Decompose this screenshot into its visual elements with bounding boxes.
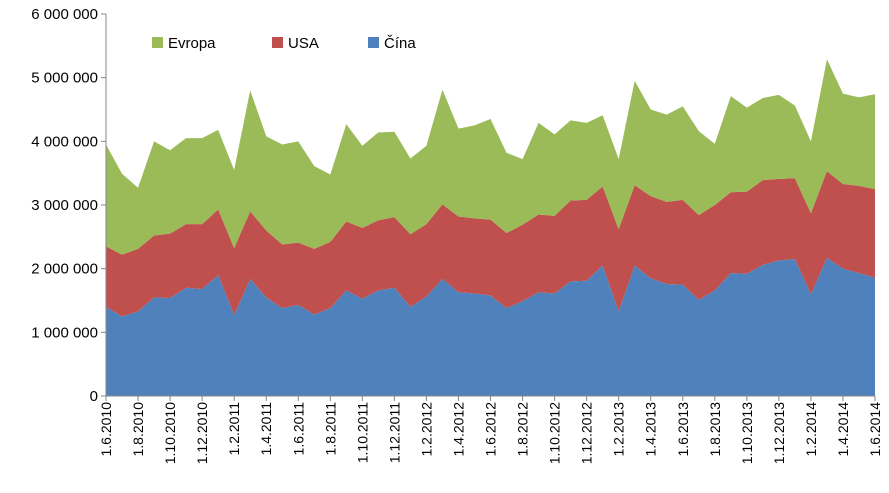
legend-swatch-cina (368, 37, 379, 48)
x-tick-label: 1.10.2013 (739, 402, 755, 464)
x-tick-label: 1.4.2013 (643, 402, 659, 457)
y-tick-label: 1 000 000 (31, 324, 98, 341)
x-tick-label: 1.2.2011 (226, 402, 242, 456)
areas-layer (106, 59, 875, 396)
y-axis-ticks: 0 1 000 000 2 000 000 3 000 000 4 000 000 5 0… (31, 6, 106, 405)
x-tick-label: 1.10.2010 (162, 402, 178, 464)
area-series-usa (106, 171, 875, 317)
x-tick-label: 1.8.2013 (707, 402, 723, 457)
y-tick-label: 4 000 000 (31, 133, 98, 150)
x-tick-label: 1.12.2012 (579, 402, 595, 464)
legend-label-cina: Čína (384, 35, 416, 52)
x-tick-label: 1.6.2011 (290, 402, 306, 456)
x-tick-label: 1.2.2013 (611, 402, 627, 457)
area-series-evropa (106, 59, 875, 255)
x-tick-label: 1.4.2012 (450, 402, 466, 457)
area-series-cina (106, 257, 875, 396)
x-tick-label: 1.12.2010 (194, 402, 210, 464)
x-tick-label: 1.8.2010 (130, 402, 146, 457)
y-tick-label: 0 (90, 388, 98, 405)
legend-label-usa: USA (288, 35, 319, 52)
x-tick-label: 1.4.2011 (258, 402, 274, 456)
x-tick-label: 1.6.2010 (98, 402, 114, 457)
x-tick-label: 1.6.2013 (675, 402, 691, 457)
x-tick-label: 1.8.2011 (322, 402, 338, 456)
x-tick-label: 1.10.2011 (354, 402, 370, 463)
legend-swatch-usa (272, 37, 283, 48)
x-tick-label: 1.8.2012 (515, 402, 531, 457)
x-tick-label: 1.6.2014 (867, 402, 883, 457)
x-tick-label: 1.10.2012 (547, 402, 563, 464)
x-tick-label: 1.12.2013 (771, 402, 787, 464)
x-tick-label: 1.4.2014 (835, 402, 851, 457)
y-tick-label: 2 000 000 (31, 261, 98, 278)
legend-swatch-evropa (152, 37, 163, 48)
y-tick-label: 3 000 000 (31, 197, 98, 214)
legend-label-evropa: Evropa (168, 35, 216, 52)
x-tick-label: 1.12.2011 (386, 402, 402, 463)
y-tick-label: 6 000 000 (31, 6, 98, 23)
x-tick-label: 1.2.2012 (418, 402, 434, 457)
x-tick-label: 1.6.2012 (483, 402, 499, 457)
x-tick-label: 1.2.2014 (803, 402, 819, 457)
y-tick-label: 5 000 000 (31, 70, 98, 87)
legend: Evropa USA Čína (152, 35, 416, 52)
x-axis-ticks: 1.6.2010 1.8.2010 1.10.2010 1.12.2010 1.2.20… (98, 396, 883, 464)
